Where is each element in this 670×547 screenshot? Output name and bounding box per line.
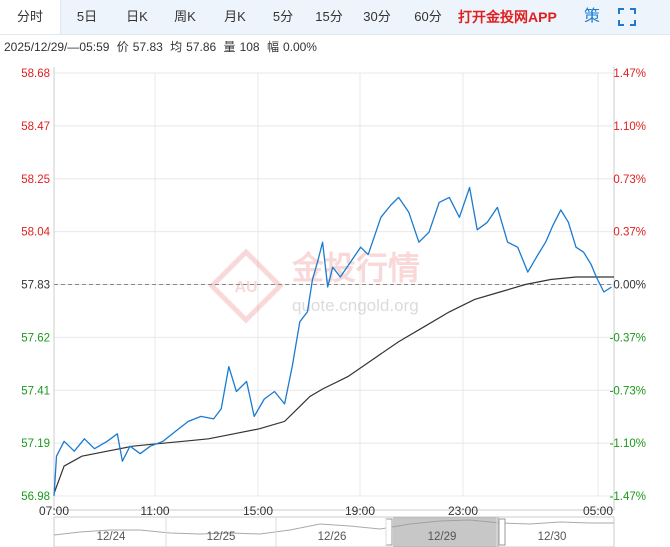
info-amplitude: 0.00%: [282, 40, 317, 54]
period-tab-bar: 分时 5日 日K 周K 月K 5分 15分 30分 60分 打开金投网APP 策: [0, 0, 670, 35]
price-tick-label: 58.47: [21, 121, 50, 133]
tab-15min[interactable]: 15分: [315, 9, 343, 24]
percent-tick-label: 0.00%: [613, 280, 646, 292]
strategy-icon[interactable]: 策: [584, 8, 601, 25]
watermark-logo-text: AU: [234, 279, 257, 296]
chart-grid: [53, 67, 615, 511]
percent-tick-label: -1.47%: [610, 491, 646, 503]
price-tick-label: 57.83: [21, 280, 50, 292]
watermark-logo-icon: [208, 248, 284, 324]
info-datetime: 2025/12/29/—05:59: [4, 40, 110, 54]
tab-30min[interactable]: 30分: [363, 9, 391, 24]
tab-daily-k[interactable]: 日K: [126, 9, 148, 24]
percent-tick-label: 1.47%: [613, 68, 646, 80]
watermark-url: quote.cngold.org: [292, 296, 419, 315]
info-volume-label: 量: [223, 40, 236, 54]
watermark: AU 金投行情 quote.cngold.org: [208, 248, 420, 324]
navigator-selection[interactable]: [393, 517, 499, 547]
percent-tick-label: -1.10%: [610, 438, 646, 450]
price-tick-label: 58.68: [21, 68, 50, 80]
tab-intraday[interactable]: 分时: [0, 0, 61, 34]
percent-axis-labels: 1.47% 1.10% 0.73% 0.37% 0.00% -0.37% -0.73% -1.…: [610, 68, 646, 503]
tab-monthly-k[interactable]: 月K: [224, 9, 246, 24]
price-tick-label: 57.62: [21, 332, 50, 344]
percent-tick-label: -0.37%: [610, 332, 646, 344]
time-tick-label: 15:00: [243, 504, 273, 518]
percent-tick-label: 1.10%: [613, 121, 646, 133]
time-tick-label: 19:00: [345, 504, 375, 518]
time-tick-label: 05:00: [583, 504, 613, 518]
navigator-date-label: 12/30: [538, 531, 567, 543]
navigator-date-label: 12/24: [97, 531, 126, 543]
info-price-label: 价: [116, 40, 129, 54]
info-price: 57.83: [132, 40, 163, 54]
tab-5min[interactable]: 5分: [272, 9, 294, 24]
fullscreen-icon[interactable]: [618, 8, 636, 31]
navigator-date-label: 12/25: [207, 531, 236, 543]
price-tick-label: 57.41: [21, 385, 50, 397]
info-avg: 57.86: [186, 40, 217, 54]
price-axis-labels: 58.68 58.47 58.25 58.04 57.83 57.62 57.41 57.19…: [21, 68, 50, 503]
tab-5day[interactable]: 5日: [76, 9, 98, 24]
tab-60min[interactable]: 60分: [414, 9, 442, 24]
navigator-right-handle[interactable]: [498, 518, 506, 546]
price-tick-label: 58.25: [21, 174, 50, 186]
percent-tick-label: -0.73%: [610, 385, 646, 397]
time-axis-labels: 07:00 11:00 15:00 19:00 23:00 05:00: [39, 504, 613, 518]
navigator-left-handle[interactable]: [385, 518, 393, 546]
tab-weekly-k[interactable]: 周K: [174, 9, 196, 24]
time-tick-label: 23:00: [448, 504, 478, 518]
price-tick-label: 58.04: [21, 227, 50, 239]
open-app-link[interactable]: 打开金投网APP: [458, 9, 557, 25]
date-navigator[interactable]: 12/24 12/25 12/26 12/29 12/30: [53, 516, 615, 547]
price-tick-label: 57.19: [21, 438, 50, 450]
navigator-date-label: 12/26: [318, 531, 347, 543]
time-tick-label: 11:00: [140, 504, 169, 518]
info-avg-label: 均: [170, 40, 183, 54]
navigator-date-label: 12/29: [428, 531, 457, 543]
info-amplitude-label: 幅: [266, 40, 279, 54]
percent-tick-label: 0.73%: [613, 174, 646, 186]
percent-tick-label: 0.37%: [613, 227, 646, 239]
price-line: [53, 186, 612, 497]
info-volume: 108: [239, 40, 260, 54]
time-tick-label: 07:00: [39, 504, 69, 518]
average-price-line: [53, 276, 614, 494]
quote-info-line: 2025/12/29/—05:59 价 57.83 均 57.86 量 108 幅 0.…: [4, 38, 321, 55]
price-tick-label: 56.98: [21, 491, 50, 503]
